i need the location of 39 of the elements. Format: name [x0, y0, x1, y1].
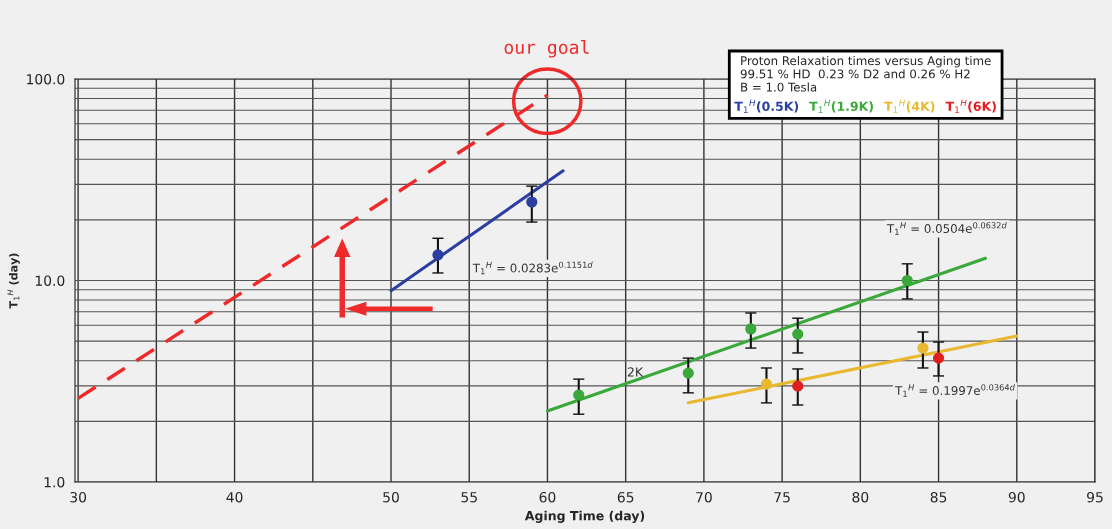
x-tick-label: 75 [774, 492, 790, 503]
y-tick-label: 100.0 [27, 73, 65, 85]
annotation: T$_{1}$$^{H}$ = 0.0283e$^{0.1151d}$ [472, 261, 593, 275]
point [792, 328, 804, 340]
text: our goal [504, 39, 589, 58]
point [526, 196, 538, 208]
x-tick-label: 70 [696, 491, 712, 503]
text: T$_{1}$$^{H}$(0.5K) [734, 99, 799, 113]
x-tick-label: 85 [930, 491, 947, 503]
text: T$_{1}$$^{H}$(6K) [945, 99, 996, 113]
x-tick-label: 30 [70, 491, 87, 503]
x-tick-label: 60 [539, 491, 556, 503]
x-tick-label: 65 [617, 491, 634, 503]
point [792, 380, 804, 392]
x-axis-title: Aging Time (day) [524, 510, 645, 523]
point [901, 274, 913, 287]
point [917, 342, 929, 354]
point [745, 323, 757, 335]
point [682, 367, 694, 379]
x-tick-label: 55 [461, 492, 477, 503]
point [573, 389, 585, 401]
point [932, 352, 945, 364]
text: T$_{1}$$^{H}$(1.9K) [809, 99, 873, 113]
annotation: T$_{1}$$^{H}$ = 0.0504e$^{0.0632d}$ [886, 222, 1007, 235]
y-axis-title: T$_{1}$$^{H}$ (day) [7, 253, 20, 309]
y-tick-label: 10.0 [35, 275, 65, 286]
x-tick-label: 40 [226, 491, 243, 503]
x-tick-label: 90 [1008, 491, 1025, 503]
point [432, 249, 444, 261]
chart-title: Proton Relaxation times versus Aging time [741, 55, 991, 68]
annotation: T$_{1}$$^{H}$ = 0.1997e$^{0.0364d}$ [895, 384, 1015, 397]
annotation: 2K [627, 367, 644, 377]
text: T$_{1}$$^{H}$(4K) [884, 99, 935, 113]
point [760, 378, 773, 390]
y-tick-label: 1.0 [44, 476, 65, 488]
x-tick-label: 80 [852, 491, 869, 503]
x-tick-label: 95 [1087, 491, 1103, 503]
chart-subtitle: 99.51 % HD 0.23 % D2 and 0.26 % H2 B = 1.0 Tesla [740, 69, 970, 92]
x-tick-label: 50 [383, 491, 399, 503]
